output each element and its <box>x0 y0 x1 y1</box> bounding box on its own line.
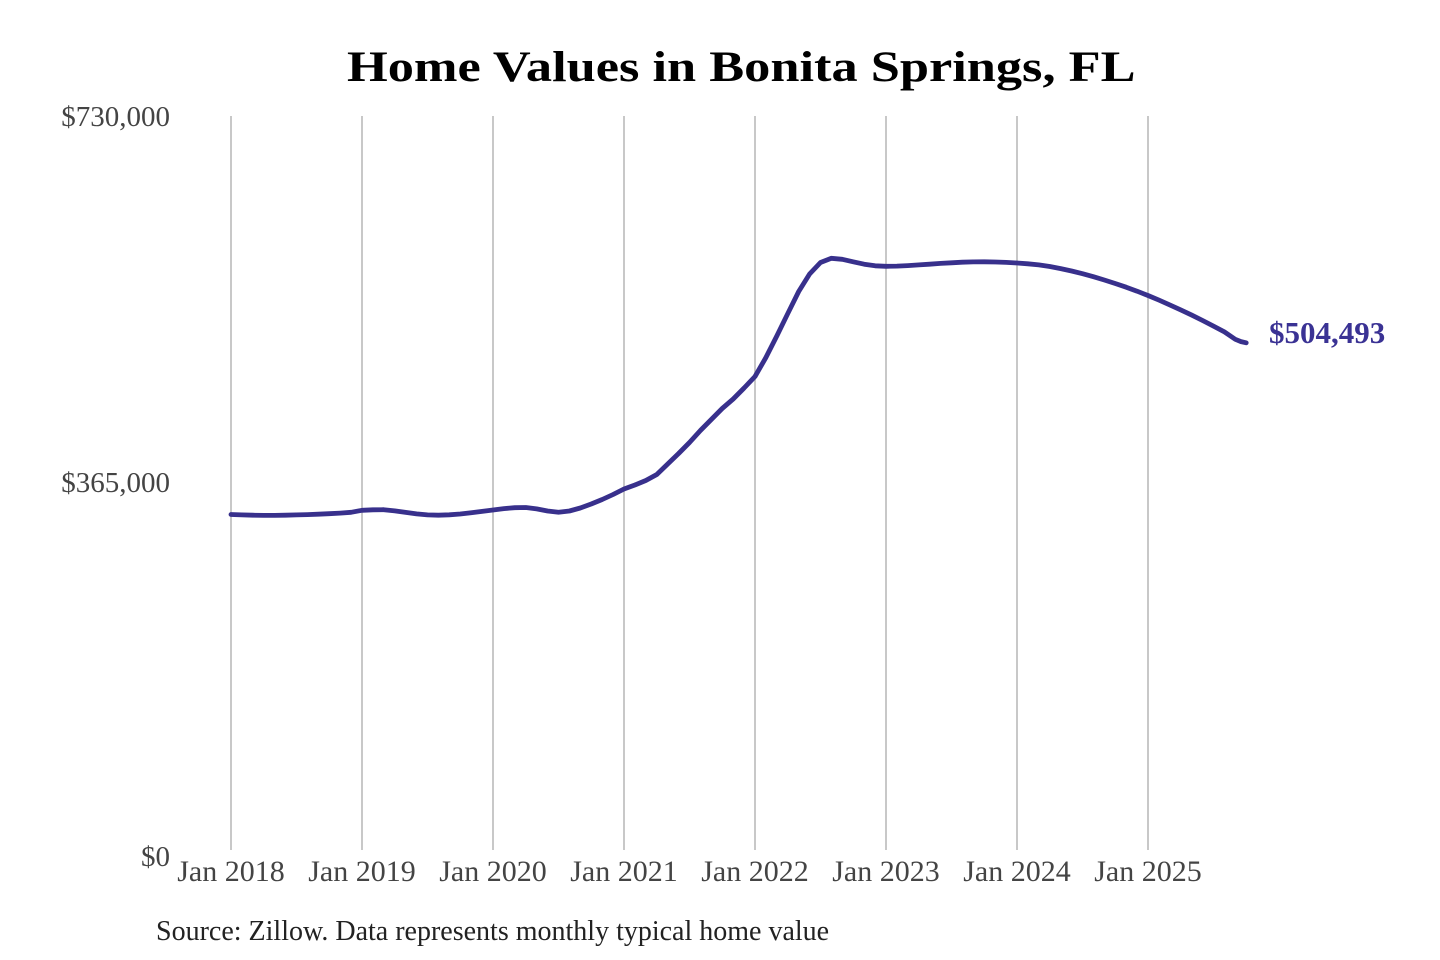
svg-text:Jan 2023: Jan 2023 <box>832 855 940 888</box>
svg-text:Jan 2020: Jan 2020 <box>439 855 547 888</box>
svg-text:$504,493: $504,493 <box>1269 315 1385 350</box>
svg-text:Source: Zillow. Data represent: Source: Zillow. Data represents monthly … <box>156 916 829 947</box>
svg-text:Jan 2022: Jan 2022 <box>701 855 809 888</box>
svg-text:Home Values in Bonita Springs,: Home Values in Bonita Springs, FL <box>347 43 1136 91</box>
svg-text:$730,000: $730,000 <box>61 101 170 133</box>
svg-text:Jan 2021: Jan 2021 <box>570 855 678 888</box>
svg-text:Jan 2025: Jan 2025 <box>1094 855 1202 888</box>
svg-text:$365,000: $365,000 <box>61 467 170 499</box>
svg-text:Jan 2019: Jan 2019 <box>308 855 416 888</box>
svg-text:Jan 2018: Jan 2018 <box>177 855 285 888</box>
svg-text:Jan 2024: Jan 2024 <box>963 855 1071 888</box>
svg-text:$0: $0 <box>141 841 170 873</box>
